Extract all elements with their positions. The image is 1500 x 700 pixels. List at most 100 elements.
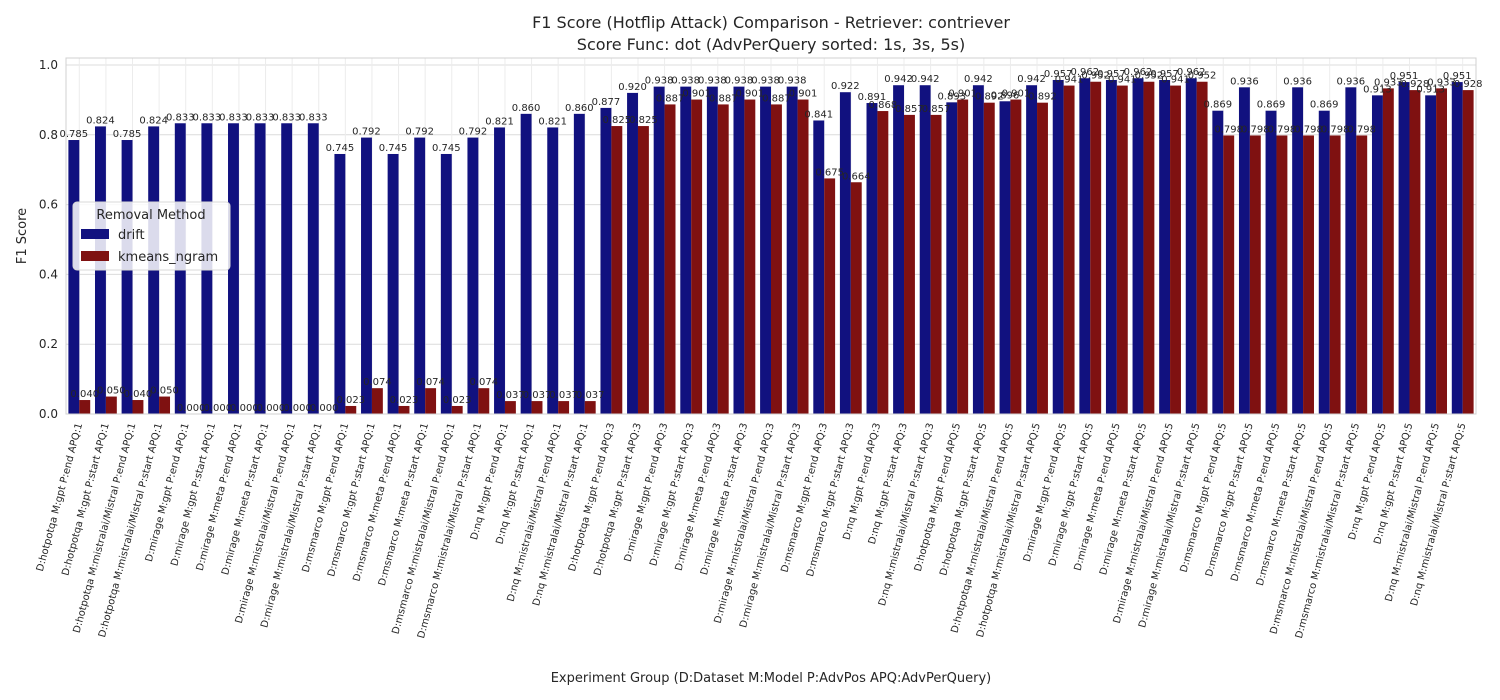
bar-kmeans-ngram [159,396,171,414]
data-label-kmeans-ngram: 0.952 [1135,71,1164,82]
bar-kmeans-ngram [1143,81,1155,414]
data-label-drift: 0.893 [937,91,966,102]
value-labels: 0.7850.8240.7850.8240.8330.8330.8330.833… [60,67,1483,414]
bar-drift [706,86,718,415]
data-label-drift: 0.957 [1150,69,1179,80]
data-label-drift: 0.957 [1097,69,1126,80]
bar-drift [733,86,745,415]
data-label-drift: 0.869 [1257,100,1286,111]
bar-kmeans-ngram [983,102,995,415]
legend: Removal Method drift kmeans_ngram [72,201,231,271]
y-tick-labels: 0.0 0.2 0.4 0.6 0.8 1.0 [39,58,58,421]
bar-kmeans-ngram [504,401,516,414]
chart-title: F1 Score (Hotflip Attack) Comparison - R… [532,13,1010,32]
data-label-kmeans-ngram: 0.933 [1374,77,1403,88]
bar-drift [839,92,851,414]
bar-drift [387,153,399,414]
bar-drift [919,85,931,415]
bar-drift [999,101,1011,414]
data-label-drift: 0.833 [299,112,328,123]
data-label-drift: 0.938 [645,76,674,87]
bar-kmeans-ngram [691,99,703,415]
y-tick-label: 0.0 [39,407,58,421]
bar-drift [1185,78,1197,414]
data-label-drift: 0.869 [1310,100,1339,111]
data-label-drift: 0.785 [113,129,142,140]
data-label-kmeans-ngram: 0.928 [1401,79,1430,90]
data-label-kmeans-ngram: 0.023 [443,395,472,406]
bar-kmeans-ngram [1249,135,1261,414]
bar-drift [1212,110,1224,414]
bar-kmeans-ngram [797,99,809,415]
data-label-kmeans-ngram: 0.000 [283,403,312,414]
data-label-drift: 0.833 [166,112,195,123]
legend-label-kmeans-ngram: kmeans_ngram [118,250,218,265]
data-label-kmeans-ngram: 0.050 [150,386,179,397]
data-label-kmeans-ngram: 0.798 [1241,124,1270,135]
data-label-kmeans-ngram: 0.074 [469,377,498,388]
data-label-kmeans-ngram: 0.037 [576,390,605,401]
y-tick-label: 0.8 [39,128,58,142]
data-label-drift: 0.920 [618,82,647,93]
bar-kmeans-ngram [1303,135,1314,414]
legend-swatch-drift [81,229,109,239]
data-label-kmeans-ngram: 0.000 [177,403,206,414]
data-label-kmeans-ngram: 0.798 [1268,124,1297,135]
data-label-drift: 0.860 [512,103,541,114]
data-label-drift: 0.891 [858,92,887,103]
data-label-drift: 0.962 [1124,67,1153,78]
data-label-kmeans-ngram: 0.887 [709,93,738,104]
data-label-drift: 0.833 [193,112,222,123]
data-label-kmeans-ngram: 0.037 [496,390,525,401]
data-label-drift: 0.957 [1044,69,1073,80]
bar-kmeans-ngram [1170,85,1181,415]
bar-drift [281,123,293,415]
bar-drift [866,103,878,414]
data-label-kmeans-ngram: 0.928 [1454,79,1483,90]
data-label-drift: 0.824 [139,115,168,126]
data-label-kmeans-ngram: 0.050 [97,386,126,397]
bar-drift [1026,85,1038,415]
bar-kmeans-ngram [611,126,623,414]
data-label-drift: 0.936 [1283,76,1312,87]
data-label-kmeans-ngram: 0.074 [363,377,392,388]
data-label-drift: 0.833 [272,112,301,123]
bar-drift [972,85,984,415]
data-label-kmeans-ngram: 0.868 [869,100,898,111]
bar-drift [946,102,958,414]
bar-drift [1265,110,1277,414]
data-label-kmeans-ngram: 0.857 [895,104,924,115]
bar-drift [547,127,559,415]
data-label-drift: 0.951 [1390,71,1419,82]
data-label-drift: 0.936 [1230,76,1259,87]
data-label-kmeans-ngram: 0.892 [1028,92,1057,103]
data-label-kmeans-ngram: 0.941 [1108,75,1137,86]
data-label-drift: 0.792 [405,127,434,138]
bar-kmeans-ngram [1063,85,1075,415]
bar-drift [1159,79,1171,415]
data-label-drift: 0.942 [1017,74,1046,85]
bar-drift [307,123,319,415]
y-tick-label: 0.6 [39,198,58,212]
bar-drift [1318,110,1330,414]
bar-drift [1238,87,1250,414]
data-label-drift: 0.841 [804,109,833,120]
bar-drift [1345,87,1357,414]
data-label-kmeans-ngram: 0.000 [203,403,232,414]
data-label-kmeans-ngram: 0.892 [975,92,1004,103]
data-label-drift: 0.860 [565,103,594,114]
bar-drift [467,137,479,414]
data-label-kmeans-ngram: 0.040 [70,389,99,400]
bar-kmeans-ngram [1382,88,1394,414]
data-label-drift: 0.785 [60,129,89,140]
bar-kmeans-ngram [771,104,782,414]
bar-kmeans-ngram [1010,99,1022,415]
bar-drift [1425,95,1437,415]
bar-kmeans-ngram [664,104,676,414]
bar-kmeans-ngram [451,405,463,414]
bar-kmeans-ngram [1090,81,1102,414]
data-label-kmeans-ngram: 0.901 [736,89,765,100]
data-label-kmeans-ngram: 0.798 [1347,124,1376,135]
bar-kmeans-ngram [1196,81,1208,414]
bar-drift [1292,87,1304,414]
